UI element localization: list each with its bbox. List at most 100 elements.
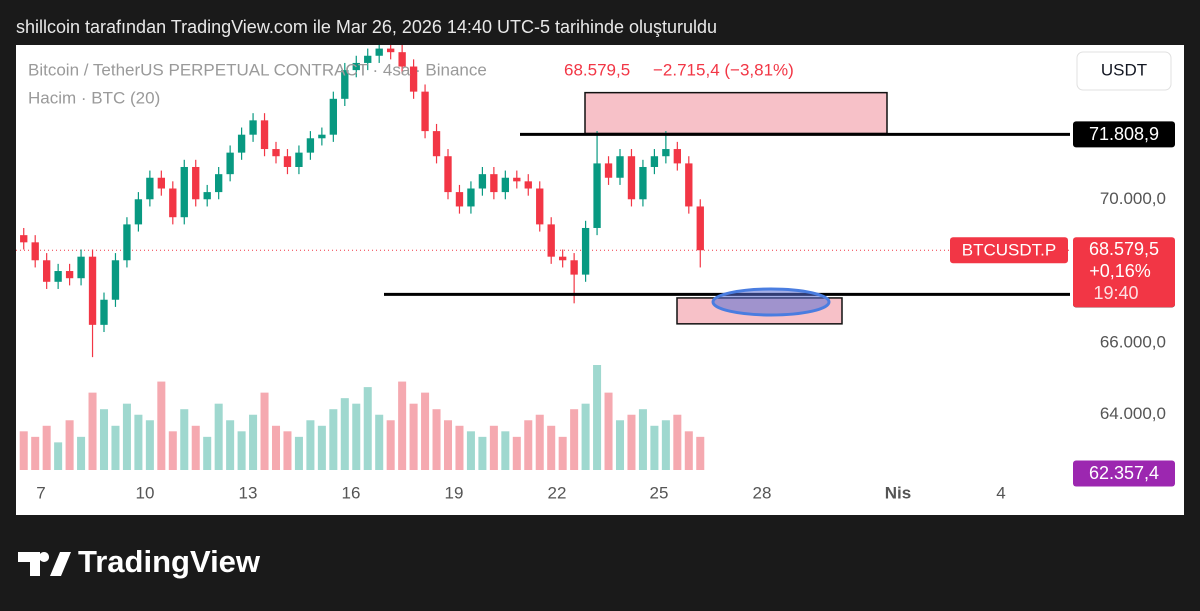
volume-bar	[443, 420, 453, 470]
candle-body	[364, 55, 372, 63]
volume-bar	[54, 442, 63, 470]
candle-body	[226, 152, 234, 175]
y-tick-label: 64.000,0	[1100, 404, 1166, 423]
candle-body	[627, 156, 636, 200]
symbol-box	[950, 237, 1068, 264]
volume-bar	[294, 436, 303, 470]
candle-body	[421, 91, 429, 132]
candle-body	[547, 224, 555, 257]
x-tick-label: 13	[239, 483, 258, 502]
highlight-ellipse	[711, 287, 831, 317]
y-tick-label: 70.000,0	[1100, 189, 1166, 208]
quote-change: −2.715,4 (−3,81%)	[653, 60, 794, 79]
volume-bar	[547, 425, 556, 470]
volume-bar	[352, 403, 361, 470]
volume-bar	[604, 392, 613, 470]
volume-bar	[570, 409, 579, 470]
volume-bar	[455, 425, 464, 470]
candle-body	[444, 156, 452, 193]
volume-bar	[329, 409, 338, 470]
candle-body	[604, 163, 613, 178]
volume-bar	[340, 398, 349, 470]
candle-body	[169, 188, 177, 218]
candle-body	[214, 174, 223, 193]
candle-body	[54, 271, 62, 282]
candle-body	[237, 134, 246, 153]
volume-bar	[512, 436, 521, 470]
volume-bar	[615, 420, 625, 470]
candle-body	[203, 192, 211, 200]
brand-logo	[18, 552, 71, 576]
volume-bar	[77, 436, 86, 470]
volume-bar	[593, 365, 602, 470]
candle-body	[88, 256, 97, 325]
x-tick-label: 25	[650, 483, 669, 502]
candle-body	[432, 131, 441, 157]
indicator-box	[1073, 460, 1175, 487]
candle-body	[272, 149, 280, 157]
volume-bar	[432, 409, 441, 470]
level-label-box	[1073, 121, 1175, 148]
volume-bar	[386, 420, 395, 470]
volume-bar	[271, 425, 281, 470]
volume-bar	[363, 387, 372, 470]
volume-bar	[214, 403, 223, 470]
candle-body	[455, 192, 464, 207]
currency-button[interactable]	[1076, 51, 1172, 91]
volume-bar	[409, 403, 418, 470]
candle-body	[398, 52, 406, 67]
volume-bar	[145, 420, 154, 470]
chart-title: Bitcoin / TetherUS PERPETUAL CONTRACT · …	[28, 60, 487, 79]
volume-bar	[684, 431, 693, 470]
candle-body	[501, 177, 510, 193]
candle-body	[318, 134, 326, 139]
candle-body	[375, 48, 383, 56]
candle-body	[192, 166, 200, 200]
indicator-label: 62.357,4	[1089, 463, 1159, 483]
candle-body	[696, 206, 704, 251]
volume-bar	[466, 431, 475, 470]
volume-bar	[375, 414, 384, 470]
candle-body	[536, 188, 544, 225]
candle-body	[306, 138, 315, 153]
volume-bar	[489, 425, 498, 470]
volume-bar	[317, 425, 326, 470]
candle-body	[31, 242, 39, 261]
candle-body	[283, 156, 292, 167]
countdown: 19:40	[1093, 283, 1138, 303]
volume-bar	[650, 425, 659, 470]
candle-body	[352, 62, 360, 71]
volume-bar	[306, 420, 315, 470]
volume-bar	[157, 381, 166, 470]
candle-body	[650, 156, 659, 167]
volume-bar	[111, 425, 120, 470]
last-price-label: 68.579,5	[1089, 239, 1159, 259]
volume-bar	[99, 409, 109, 470]
volume-bar	[203, 436, 212, 470]
volume-bar	[283, 431, 292, 470]
volume-bar	[249, 414, 258, 470]
candle-body	[616, 156, 624, 178]
candle-body	[20, 235, 28, 243]
candle-body	[513, 177, 521, 182]
x-tick-label: 7	[36, 483, 45, 502]
candle-body	[123, 224, 131, 261]
level-label: 71.808,9	[1089, 124, 1159, 144]
volume-bar	[31, 436, 40, 470]
candle-body	[42, 260, 51, 282]
candle-body	[249, 120, 257, 135]
candle-body	[570, 260, 578, 275]
last-price-box	[1073, 237, 1175, 308]
volume-bar	[524, 420, 533, 470]
candle-body	[558, 256, 567, 261]
candle-body	[673, 149, 682, 164]
volume-bar	[180, 409, 189, 470]
volume-bar	[421, 392, 430, 470]
candle-body	[593, 163, 601, 228]
candle-body	[341, 70, 349, 99]
candle-body	[490, 174, 498, 193]
volume-bar	[696, 436, 705, 470]
x-tick-label: 28	[753, 483, 772, 502]
currency[interactable]: USDT	[1101, 60, 1147, 79]
